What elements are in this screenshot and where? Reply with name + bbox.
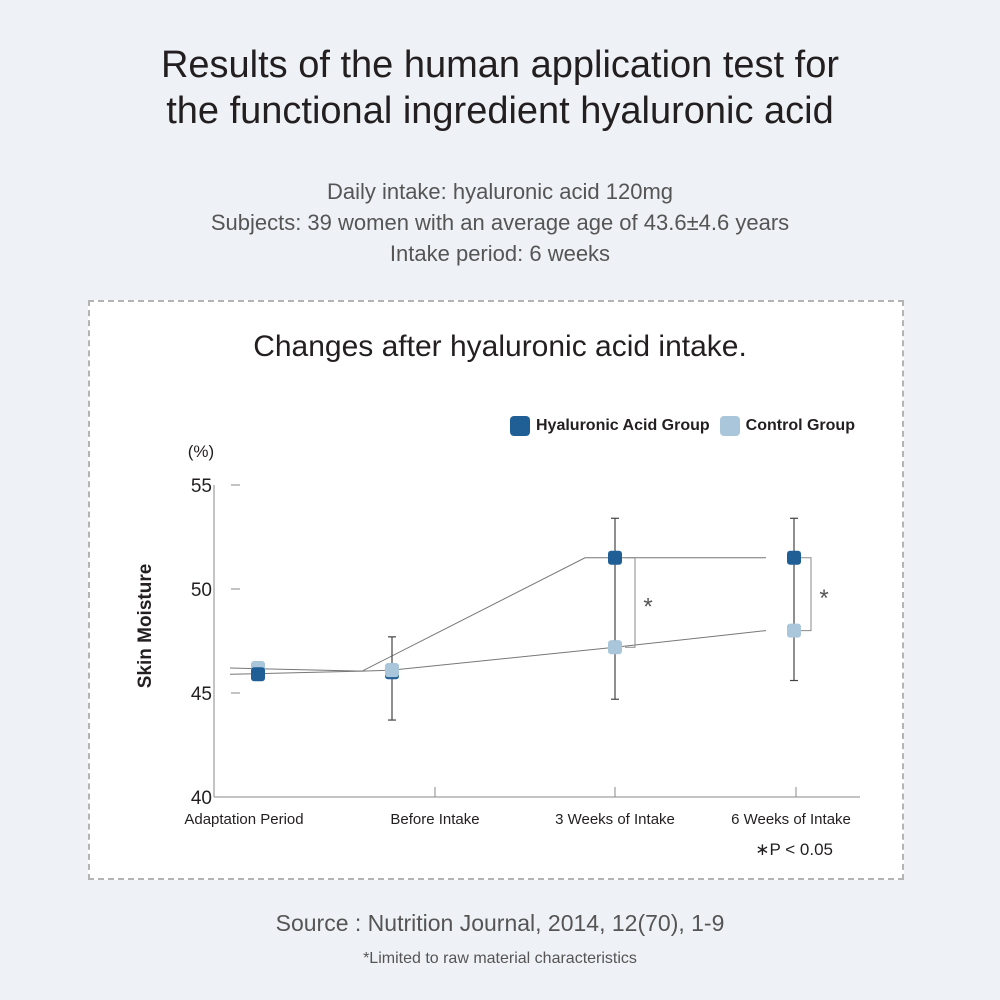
legend-label-hyaluronic: Hyaluronic Acid Group: [536, 417, 710, 434]
significance-marker: *: [643, 594, 652, 621]
p-value-note: ∗P < 0.05: [755, 840, 833, 859]
footnote: *Limited to raw material characteristics: [363, 950, 637, 967]
subjects-text: Subjects: 39 women with an average age o…: [210, 210, 790, 235]
legend-label-control: Control Group: [745, 417, 855, 434]
x-tick-label: 3 Weeks of Intake: [555, 811, 675, 828]
daily-intake-text: Daily intake: hyaluronic acid 120mg: [326, 179, 674, 204]
legend-swatch-control: [719, 416, 740, 436]
series-line-control: [229, 630, 767, 672]
title-line-2: the functional ingredient hyaluronic aci…: [166, 90, 834, 132]
x-tick-label: Before Intake: [390, 811, 479, 828]
series-line-hyaluronic: [229, 557, 766, 675]
data-point-hyaluronic: [787, 550, 801, 565]
chart-legend: Hyaluronic Acid Group Control Group: [510, 416, 865, 436]
data-point-control: [787, 623, 801, 638]
y-tick-label: 40: [191, 788, 212, 809]
significance-bracket: [625, 557, 636, 648]
legend-swatch-hyaluronic: [510, 416, 530, 436]
y-tick-label: 45: [191, 684, 212, 705]
intake-period-text: Intake period: 6 weeks: [389, 241, 611, 266]
y-tick-label: 50: [191, 580, 212, 601]
significance-marker: *: [819, 585, 828, 612]
legend-item-control: Control Group: [719, 416, 855, 436]
legend-item-hyaluronic: Hyaluronic Acid Group: [510, 416, 710, 436]
y-tick-label: 55: [191, 476, 212, 497]
x-tick-label: Adaptation Period: [184, 811, 303, 828]
y-axis-title: Skin Moisture: [135, 564, 156, 689]
data-point-hyaluronic: [251, 667, 265, 682]
chart-title: Changes after hyaluronic acid intake.: [253, 330, 747, 363]
title-line-1: Results of the human application test fo…: [160, 44, 840, 86]
study-info: Daily intake: hyaluronic acid 120mg Subj…: [0, 176, 1000, 269]
x-tick-label: 6 Weeks of Intake: [731, 811, 851, 828]
data-point-control: [608, 640, 622, 655]
data-point-hyaluronic: [608, 550, 622, 565]
significance-bracket: [801, 557, 812, 632]
chart-card: [88, 300, 904, 880]
y-unit-label: (%): [188, 442, 214, 461]
page-title: Results of the human application test fo…: [0, 42, 1000, 134]
source-citation: Source : Nutrition Journal, 2014, 12(70)…: [275, 910, 725, 936]
data-point-control: [385, 663, 399, 678]
